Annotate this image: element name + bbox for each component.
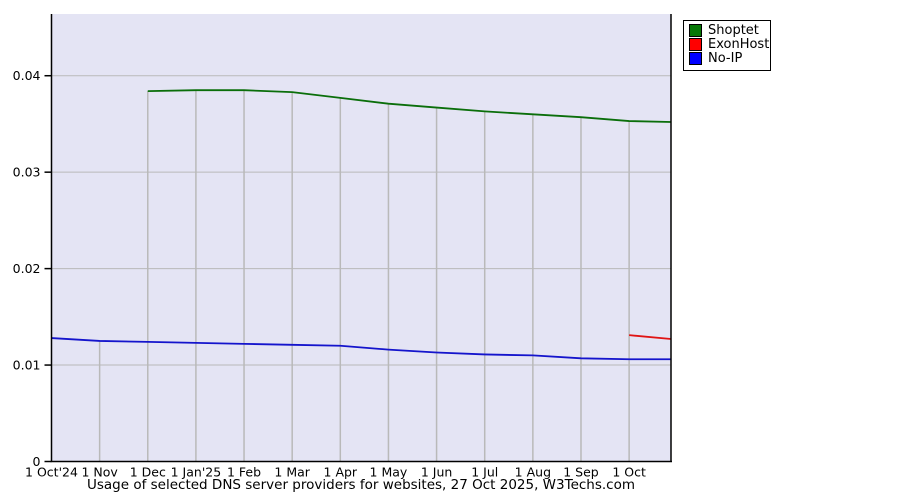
plot-background — [51, 14, 671, 462]
y-tick-label: 0 — [33, 454, 41, 469]
x-tick-label: 1 May — [370, 465, 408, 480]
series-line-no-ip — [51, 337, 671, 361]
y-tick-label: 0.04 — [13, 68, 41, 83]
legend-swatch-icon — [689, 24, 702, 37]
chart-legend: Shoptet ExonHost No-IP — [683, 20, 771, 71]
x-tick-label: 1 Oct — [612, 465, 646, 480]
series-line-shoptet — [147, 89, 672, 123]
legend-swatch-icon — [689, 52, 702, 65]
x-tick-label: 1 Apr — [324, 465, 358, 480]
legend-label: Shoptet — [708, 23, 759, 38]
y-tick-label: 0.02 — [13, 261, 41, 276]
x-tick-label: 1 Dec — [130, 465, 166, 480]
x-tick-label: 1 Mar — [274, 465, 310, 480]
x-tick-label: 1 Feb — [227, 465, 261, 480]
series-line-exonhost — [629, 334, 672, 340]
chart-title: Usage of selected DNS server providers f… — [86, 477, 636, 493]
legend-row-exonhost: ExonHost — [689, 38, 769, 51]
x-tick-label: 1 Nov — [81, 465, 118, 480]
legend-row-no-ip: No-IP — [689, 52, 765, 65]
x-tick-label: 1 Oct'24 — [25, 465, 78, 480]
x-tick-label: 1 Jun — [421, 465, 452, 480]
legend-label: No-IP — [708, 51, 743, 66]
x-tick-label: 1 Sep — [563, 465, 599, 480]
x-tick-label: 1 Jan'25 — [171, 465, 222, 480]
y-tick-label: 0.01 — [13, 358, 41, 373]
x-tick-label: 1 Jul — [471, 465, 498, 480]
legend-row-shoptet: Shoptet — [689, 24, 765, 37]
legend-swatch-icon — [689, 38, 702, 51]
x-tick-label: 1 Aug — [515, 465, 551, 480]
legend-label: ExonHost — [708, 37, 770, 52]
y-tick-label: 0.03 — [13, 165, 41, 180]
